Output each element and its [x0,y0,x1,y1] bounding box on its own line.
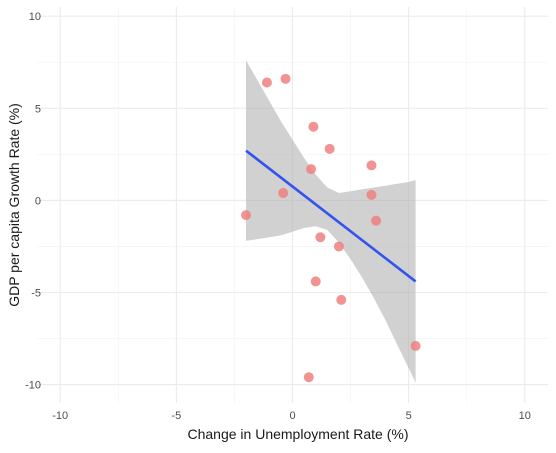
data-point [306,164,317,175]
data-point [371,215,382,226]
x-tick-labels: -10 -5 0 5 10 [52,410,531,422]
regression-line [245,149,417,283]
fit-line-layer [245,149,417,283]
data-point [241,210,252,221]
x-tick-label: 5 [406,410,412,422]
y-tick-label: -5 [31,287,41,299]
y-tick-labels: -10 -5 0 5 10 [25,11,41,391]
x-tick-label: 0 [289,410,295,422]
data-point [324,143,335,154]
x-tick-label: 10 [519,410,531,422]
data-point [310,276,321,287]
data-point [366,160,377,171]
major-gridlines [37,7,548,403]
data-point [410,340,421,351]
data-points-layer [241,73,421,383]
data-point [333,241,344,252]
data-point [280,73,291,84]
data-point [315,232,326,243]
y-tick-label: 0 [35,195,41,207]
data-point [278,188,289,199]
data-point [261,77,272,88]
confidence-band-layer [246,60,416,383]
y-tick-label: -10 [25,380,41,392]
x-axis-title: Change in Unemployment Rate (%) [188,426,409,442]
data-point [303,372,314,383]
y-axis-title: GDP per capita Growth Rate (%) [6,103,22,307]
confidence-band [246,60,416,383]
y-tick-label: 10 [29,11,41,23]
data-point [336,294,347,305]
data-point [366,189,377,200]
data-point [308,121,319,132]
x-tick-label: -10 [52,410,68,422]
x-tick-label: -5 [171,410,181,422]
y-tick-label: 5 [35,103,41,115]
